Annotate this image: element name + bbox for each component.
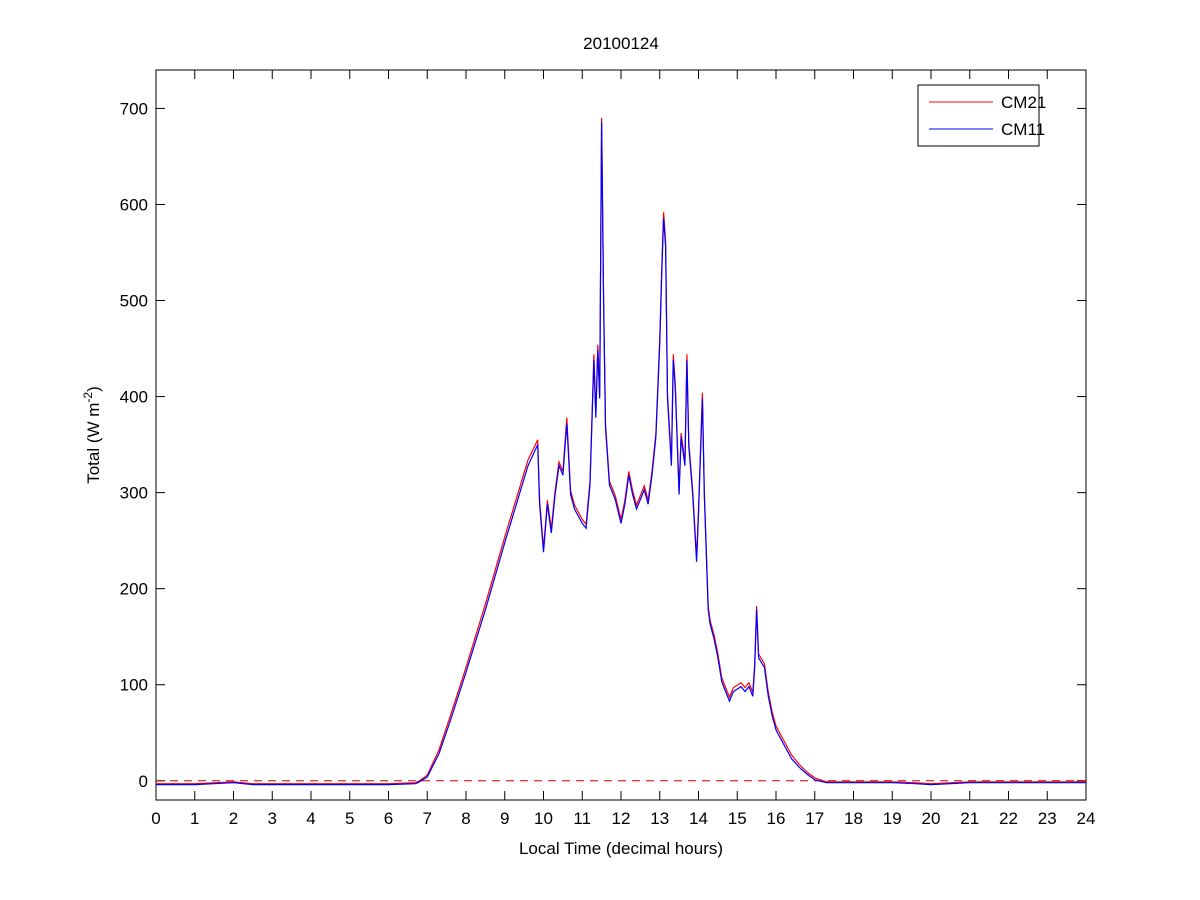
axis-ticks: 0 1 2 3 4 5 6 7 8 9 10 11 12 13 14 15 16 17 18 19 20 21 22 23 24… <box>120 70 1096 828</box>
x-tick-label: 21 <box>960 809 979 828</box>
x-tick-label: 18 <box>844 809 863 828</box>
x-axis-label: Local Time (decimal hours) <box>519 839 723 858</box>
x-tick-label: 13 <box>650 809 669 828</box>
chart-title: 20100124 <box>583 34 659 53</box>
x-tick-label: 19 <box>883 809 902 828</box>
x-tick-label: 10 <box>534 809 553 828</box>
x-tick-label: 4 <box>306 809 315 828</box>
y-tick-label: 400 <box>120 388 148 407</box>
y-axis-label-close: ) <box>84 386 103 392</box>
x-tick-label: 15 <box>728 809 747 828</box>
y-tick-label: 200 <box>120 580 148 599</box>
x-tick-label: 17 <box>805 809 824 828</box>
y-tick-label: 600 <box>120 195 148 214</box>
x-tick-label: 12 <box>612 809 631 828</box>
y-tick-label: 100 <box>120 676 148 695</box>
legend-label-cm11: CM11 <box>1001 120 1045 139</box>
y-tick-label: 300 <box>120 484 148 503</box>
y-axis-label-main: Total (W m <box>84 403 103 484</box>
x-tick-label: 2 <box>229 809 238 828</box>
x-tick-label: 11 <box>573 809 591 828</box>
x-tick-label: 5 <box>345 809 354 828</box>
y-tick-label: 700 <box>120 99 148 118</box>
legend: CM21 CM11 <box>917 84 1046 147</box>
x-tick-label: 1 <box>190 809 199 828</box>
series-line-cm11 <box>156 121 1086 786</box>
y-axis-label-exponent: -2 <box>81 392 95 403</box>
y-tick-label: 500 <box>120 292 148 311</box>
x-tick-label: 22 <box>999 809 1018 828</box>
x-tick-label: 0 <box>151 809 160 828</box>
plot-area <box>155 69 1087 801</box>
legend-box <box>917 84 1040 147</box>
legend-label-cm21: CM21 <box>1001 93 1046 112</box>
x-tick-label: 16 <box>767 809 786 828</box>
y-axis-label: Total (W m-2) <box>81 386 103 484</box>
x-tick-label: 14 <box>689 809 708 828</box>
x-tick-label: 6 <box>384 809 393 828</box>
x-tick-label: 24 <box>1077 809 1096 828</box>
x-tick-label: 8 <box>461 809 470 828</box>
x-tick-label: 20 <box>922 809 941 828</box>
x-tick-label: 7 <box>423 809 432 828</box>
x-tick-label: 3 <box>268 809 277 828</box>
x-tick-label: 9 <box>500 809 509 828</box>
x-tick-label: 23 <box>1038 809 1057 828</box>
y-tick-label: 0 <box>139 772 148 791</box>
series-lines <box>156 117 1086 786</box>
